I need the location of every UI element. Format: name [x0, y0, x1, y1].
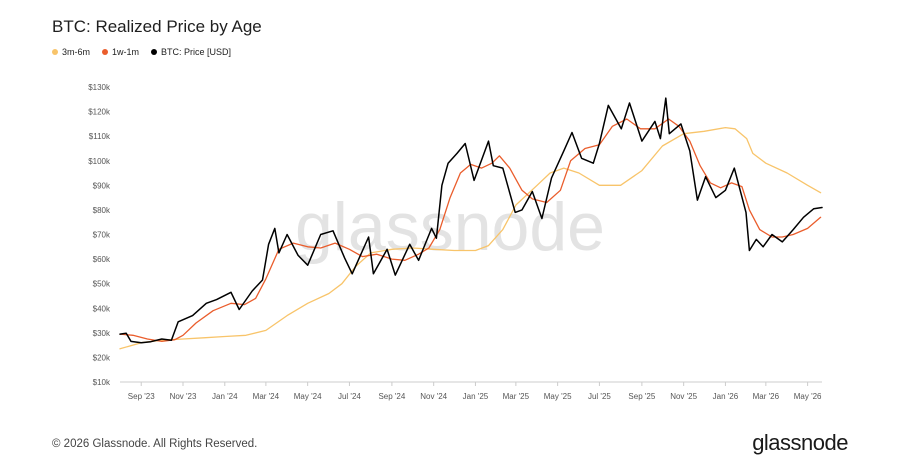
copyright-text: © 2026 Glassnode. All Rights Reserved. — [52, 438, 258, 450]
y-tick-label: $130k — [88, 83, 111, 92]
legend-item-btc-price[interactable]: BTC: Price [USD] — [151, 47, 231, 57]
y-tick-label: $10k — [93, 378, 111, 387]
legend-swatch-1w-1m — [102, 49, 109, 55]
x-tick-label: Nov '25 — [670, 392, 697, 401]
x-tick-label: Mar '26 — [753, 392, 780, 401]
glassnode-logo: glassnode — [752, 430, 848, 455]
x-tick-label: Sep '24 — [378, 392, 405, 401]
y-tick-label: $90k — [93, 181, 111, 190]
y-tick-label: $110k — [89, 132, 111, 141]
y-tick-label: $60k — [93, 255, 111, 264]
series-line-1w-1m[interactable] — [119, 118, 822, 343]
y-tick-label: $80k — [93, 206, 111, 215]
x-axis: Sep '23 Nov '23 Jan '24 Mar '24 May '24 Jul '… — [120, 381, 822, 401]
x-tick-label: May '25 — [544, 392, 572, 401]
x-tick-label: Mar '25 — [503, 392, 530, 401]
x-tick-label: Jul '25 — [588, 392, 611, 401]
watermark-logo: glassnode — [295, 189, 605, 265]
x-tick-label: Sep '25 — [628, 392, 655, 401]
x-tick-label: Sep '23 — [128, 392, 155, 401]
y-tick-label: $120k — [88, 108, 111, 117]
series-line-btc-price[interactable] — [119, 97, 823, 344]
chart-legend: 3m-6m 1w-1m BTC: Price [USD] — [52, 47, 231, 57]
legend-swatch-btc-price — [151, 49, 158, 55]
legend-item-3m-6m[interactable]: 3m-6m — [52, 47, 90, 57]
x-tick-label: Jan '26 — [713, 392, 739, 401]
x-tick-label: Jan '24 — [212, 392, 238, 401]
y-tick-label: $50k — [93, 280, 111, 289]
legend-item-1w-1m[interactable]: 1w-1m — [102, 47, 139, 57]
y-tick-label: $40k — [93, 304, 111, 313]
chart-title: BTC: Realized Price by Age — [52, 17, 262, 36]
legend-label-3m-6m: 3m-6m — [62, 47, 91, 57]
y-tick-label: $100k — [88, 157, 111, 166]
x-tick-label: Jul '24 — [338, 392, 361, 401]
x-tick-label: Mar '24 — [253, 392, 280, 401]
y-tick-label: $20k — [93, 353, 111, 362]
series-layer — [119, 97, 823, 350]
x-tick-label: May '24 — [294, 392, 322, 401]
y-axis: $10k $20k $30k $40k $50k $60k $70k $80k $90k $100… — [88, 83, 111, 387]
legend-label-btc-price: BTC: Price [USD] — [161, 47, 232, 57]
x-tick-label: Jan '25 — [463, 392, 489, 401]
legend-label-1w-1m: 1w-1m — [112, 47, 140, 57]
x-tick-label: Nov '24 — [420, 392, 447, 401]
x-tick-label: May '26 — [794, 392, 822, 401]
y-tick-label: $30k — [93, 329, 111, 338]
x-tick-label: Nov '23 — [170, 392, 197, 401]
legend-swatch-3m-6m — [52, 49, 58, 55]
series-line-3m-6m[interactable] — [119, 126, 822, 350]
y-tick-label: $70k — [93, 231, 111, 240]
